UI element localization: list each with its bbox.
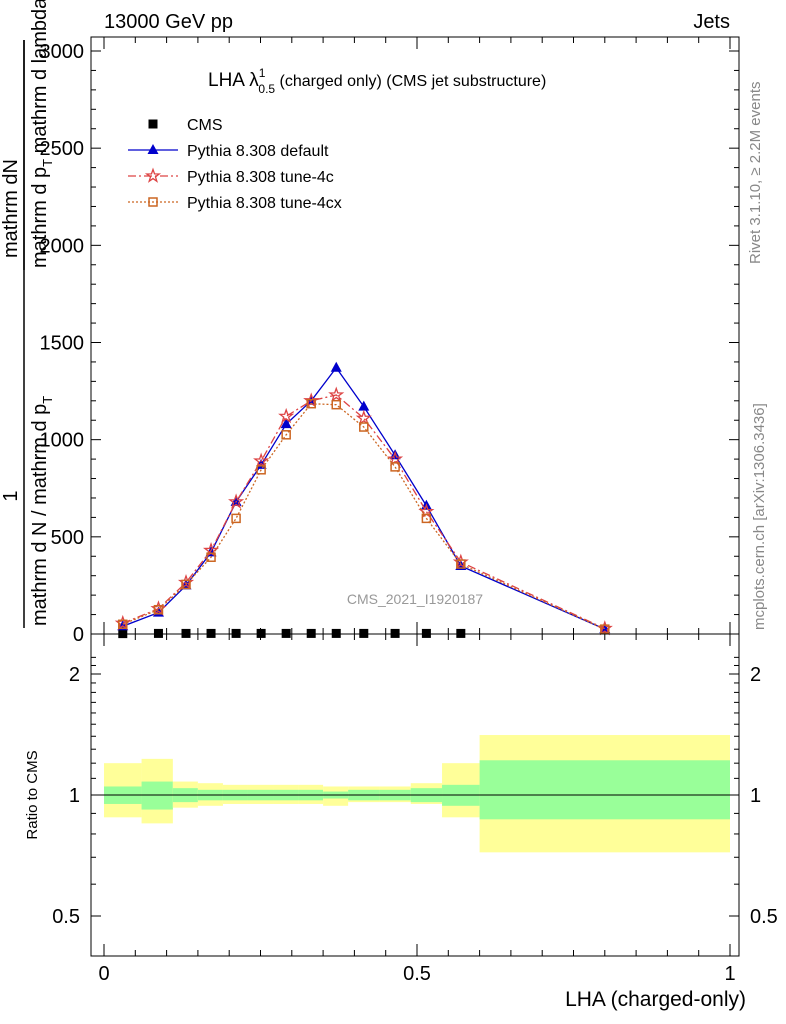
- energy-label: 13000 GeV pp: [104, 11, 233, 33]
- ratio-bands: [104, 735, 730, 853]
- series-3: [118, 398, 610, 634]
- data-point: [181, 628, 191, 638]
- legend-marker: [144, 167, 162, 183]
- data-point: [600, 624, 610, 634]
- data-point: [278, 407, 295, 424]
- data-point: [206, 552, 216, 562]
- rivet-label: Rivet 3.1.10, ≥ 2.2M events: [747, 82, 764, 265]
- x-axis-label: LHA (charged-only): [565, 988, 746, 1011]
- mcplots-label: mcplots.cern.ch [arXiv:1306.3436]: [751, 403, 768, 630]
- data-point: [153, 628, 163, 638]
- main-x-ticks: [103, 37, 731, 634]
- data-point: [355, 409, 372, 426]
- data-point: [358, 400, 370, 411]
- legend: CMS Pythia 8.308 default Pythia 8.308 tune…: [128, 117, 342, 212]
- data-point: [387, 450, 404, 466]
- ylabel-inner-denominator: mathrm d pT mathrm d lambda: [29, 0, 55, 268]
- title-main: LHA λ: [208, 70, 259, 91]
- data-point: [359, 422, 369, 432]
- x-tick-label: 0.5: [403, 963, 431, 985]
- title-rest: (charged only) (CMS jet substructure): [275, 73, 546, 90]
- data-point: [118, 619, 128, 630]
- legend-label: Pythia 8.308 tune-4c: [187, 169, 334, 186]
- y-tick-label: 2000: [40, 235, 85, 257]
- data-point: [253, 452, 270, 468]
- ratio-y-tick-label: 1: [69, 785, 80, 807]
- category-label: Jets: [693, 11, 730, 33]
- data-point: [181, 579, 191, 590]
- data-point: [231, 628, 241, 638]
- main-y-label: 1 mathrm d N / mathrm d pT mathrm dN mat…: [0, 0, 55, 628]
- data-point: [456, 559, 466, 569]
- title-subscript: 0.5: [258, 82, 275, 96]
- ratio-y-tick-label-right: 0.5: [750, 906, 778, 928]
- stat-uncertainty-band: [479, 760, 730, 820]
- data-point: [206, 628, 216, 638]
- data-point: [330, 361, 342, 372]
- data-point: [153, 604, 164, 615]
- ratio-y-tick-label: 2: [69, 664, 80, 686]
- y-tick-label: 1000: [40, 430, 85, 452]
- data-point: [421, 628, 431, 638]
- stat-uncertainty-band: [141, 781, 173, 810]
- data-point: [256, 628, 266, 638]
- legend-marker: [147, 144, 159, 154]
- data-point: [456, 628, 466, 638]
- legend-label: Pythia 8.308 default: [187, 143, 329, 160]
- main-y-ticks: 0 500 1000 1500 2000 2500 3000: [40, 41, 739, 646]
- legend-marker: [148, 119, 158, 129]
- y-tick-label: 3000: [40, 41, 85, 63]
- data-point: [390, 628, 400, 638]
- legend-label: Pythia 8.308 tune-4cx: [187, 195, 342, 212]
- data-point: [231, 513, 241, 524]
- ratio-x-ticks: 0 0.5 1: [98, 634, 736, 985]
- x-tick-label: 1: [724, 963, 735, 985]
- series-line: [122, 403, 606, 630]
- y-tick-label: 2500: [40, 138, 85, 160]
- ylabel-inner-numerator: mathrm dN: [0, 159, 22, 258]
- chart-title: LHA λ1 0.5 (charged only) (CMS jet substr…: [208, 66, 546, 96]
- ratio-y-label: Ratio to CMS: [24, 750, 41, 839]
- ratio-y-ticks: 0.5 0.5 1 1 2 2: [52, 656, 778, 928]
- data-point: [228, 493, 245, 509]
- y-tick-label: 0: [73, 624, 84, 646]
- data-point: [306, 628, 316, 638]
- data-point: [281, 430, 291, 440]
- legend-label: CMS: [187, 117, 223, 134]
- data-point: [359, 628, 369, 638]
- ratio-y-tick-label: 0.5: [52, 906, 80, 928]
- analysis-watermark: CMS_2021_I1920187: [347, 591, 483, 607]
- y-tick-label: 1500: [40, 333, 85, 355]
- data-point: [421, 513, 432, 524]
- data-point: [306, 398, 316, 409]
- data-point: [256, 465, 266, 475]
- ratio-y-tick-label-right: 1: [750, 785, 761, 807]
- ylabel-one: 1: [0, 490, 22, 501]
- data-point: [331, 628, 341, 638]
- legend-marker: [148, 197, 158, 207]
- ratio-y-tick-label-right: 2: [750, 664, 761, 686]
- ylabel-outer-denominator: mathrm d N / mathrm d pT: [29, 396, 55, 626]
- data-point: [328, 386, 345, 402]
- data-point: [280, 418, 292, 429]
- data-point: [390, 462, 400, 472]
- data-point: [331, 399, 341, 410]
- series-line: [122, 394, 606, 630]
- y-tick-label: 500: [51, 527, 84, 549]
- data-point: [281, 628, 291, 638]
- title-superscript: 1: [259, 66, 266, 80]
- x-tick-label: 0: [98, 963, 109, 985]
